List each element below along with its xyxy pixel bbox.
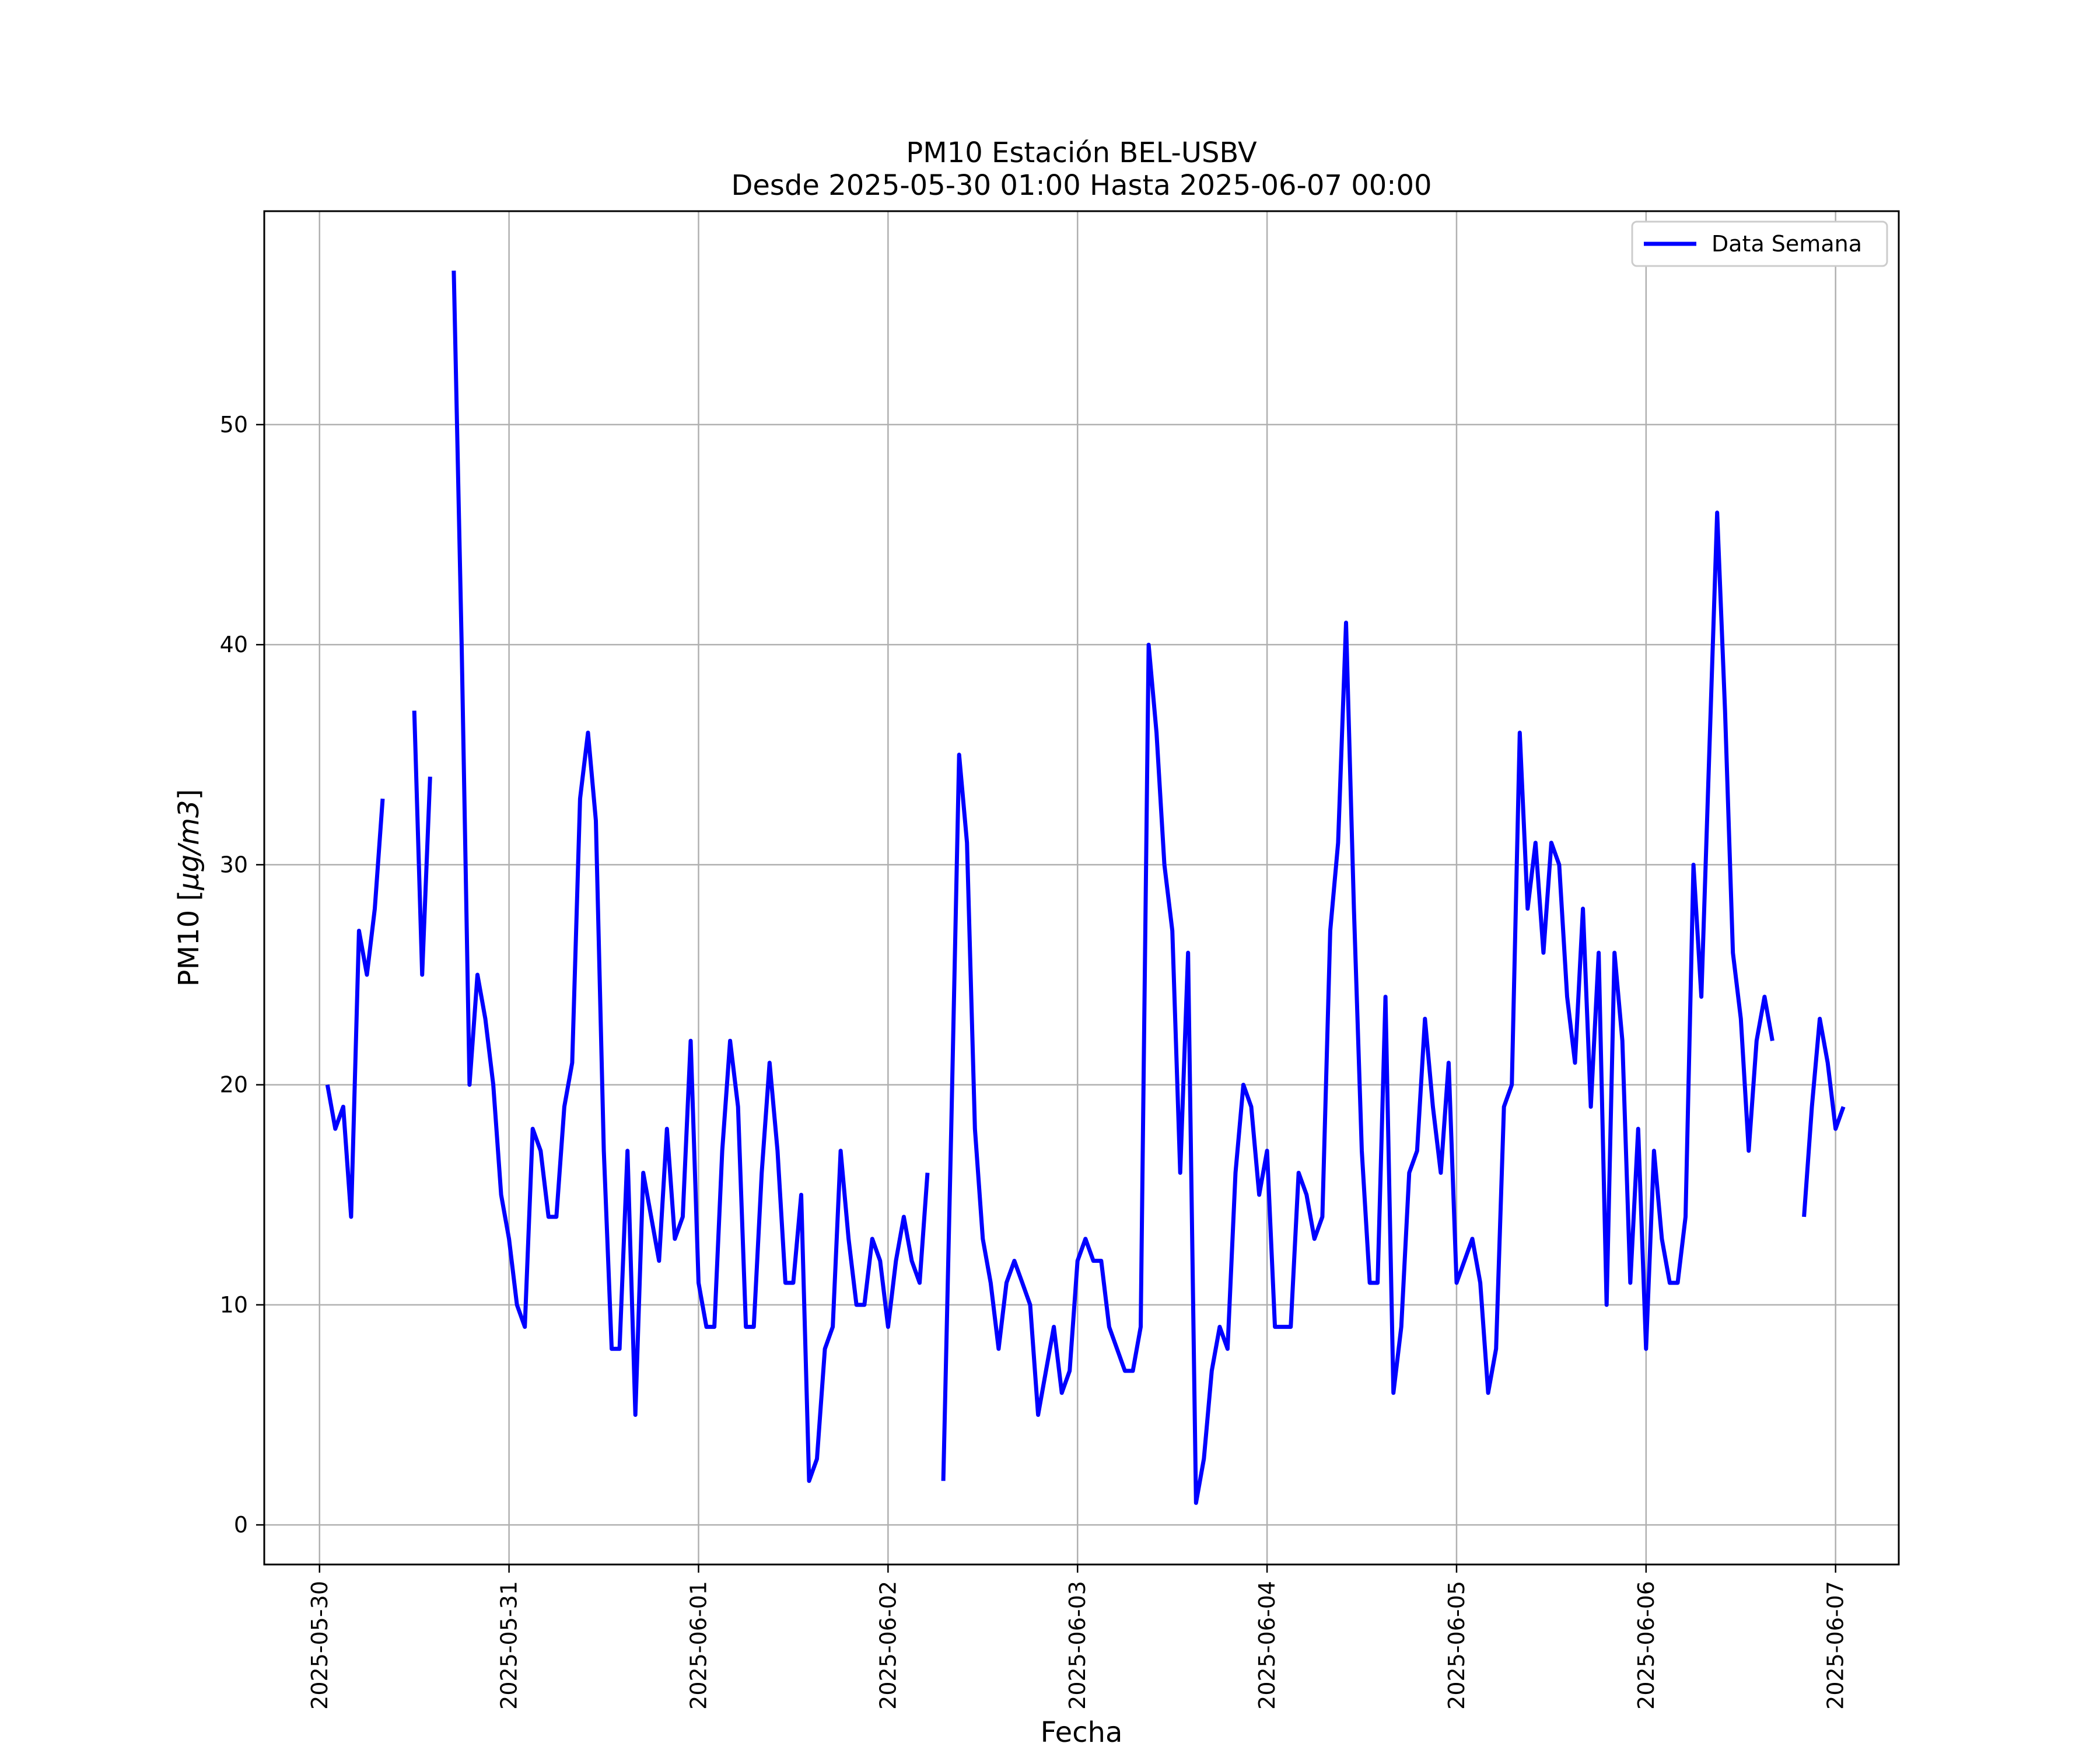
grid [264, 211, 1899, 1564]
y-tick-label: 40 [220, 632, 248, 657]
y-tick-label: 20 [220, 1072, 248, 1098]
x-tick-label: 2025-06-05 [1444, 1581, 1469, 1710]
y-axis-label: PM10 [μg/m3] [173, 789, 205, 987]
y-tick-label: 0 [234, 1512, 248, 1538]
y-tick-label: 10 [220, 1292, 248, 1318]
series-layer [325, 270, 1846, 1505]
series-line-segment [452, 270, 930, 1483]
x-tick-label: 2025-05-31 [496, 1581, 522, 1710]
series-line-segment [325, 798, 385, 1219]
y-tick-label: 50 [220, 412, 248, 438]
x-tick-label: 2025-06-04 [1254, 1581, 1280, 1710]
series-line-segment [1802, 1017, 1846, 1217]
chart-title: PM10 Estación BEL-USBV [906, 136, 1257, 169]
x-tick-label: 2025-06-06 [1633, 1581, 1659, 1710]
x-tick-label: 2025-06-07 [1823, 1581, 1849, 1710]
x-axis-label: Fecha [1041, 1716, 1123, 1749]
series-line-segment [941, 510, 1774, 1505]
x-tick-label: 2025-06-01 [685, 1581, 711, 1710]
legend-label: Data Semana [1712, 231, 1862, 257]
legend-box [1631, 220, 1888, 267]
x-axis: 2025-05-30 2025-05-31 2025-06-01 2025-06-02… [307, 1564, 1849, 1710]
legend: Data Semana [1631, 220, 1888, 267]
x-tick-label: 2025-06-02 [875, 1581, 901, 1710]
y-tick-label: 30 [220, 852, 248, 877]
x-tick-label: 2025-06-03 [1065, 1581, 1090, 1710]
series-line-segment [412, 710, 432, 977]
plot-area-frame [263, 210, 1900, 1566]
x-tick-label: 2025-05-30 [307, 1581, 332, 1710]
chart-subtitle: Desde 2025-05-30 01:00 Hasta 2025-06-07 … [731, 169, 1432, 202]
y-axis: 0 10 20 30 40 50 [220, 412, 264, 1538]
